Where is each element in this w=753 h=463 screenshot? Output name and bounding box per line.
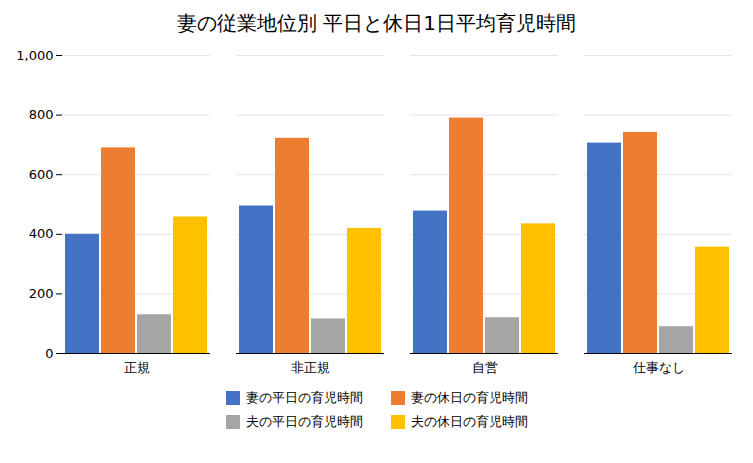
html-text:夫の休日の育児時間: 夫の休日の育児時間 (410, 414, 528, 429)
svg-text:200: 200 (29, 286, 54, 301)
svg-text:600: 600 (29, 167, 54, 182)
svg-text:仕事なし: 仕事なし (632, 360, 685, 375)
svg-text:0: 0 (45, 346, 53, 361)
svg-text:800: 800 (29, 107, 54, 122)
svg-text:自営: 自営 (472, 360, 498, 375)
svg-text:非正規: 非正規 (291, 360, 330, 375)
html-text:妻の平日の育児時間: 妻の平日の育児時間 (245, 390, 363, 405)
html-text:夫の平日の育児時間: 夫の平日の育児時間 (245, 414, 363, 429)
svg-text:1,000: 1,000 (16, 48, 53, 63)
svg-text:正規: 正規 (124, 360, 150, 375)
html-text:妻の休日の育児時間: 妻の休日の育児時間 (410, 390, 528, 405)
html-text:妻の従業地位別 平日と休日1日平均育児時間: 妻の従業地位別 平日と休日1日平均育児時間 (177, 11, 576, 35)
svg-text:400: 400 (29, 226, 54, 241)
